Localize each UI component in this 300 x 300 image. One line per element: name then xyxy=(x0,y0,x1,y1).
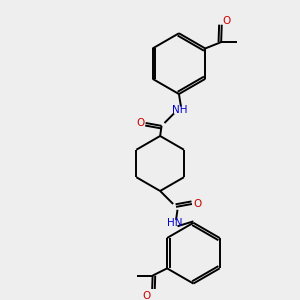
Text: O: O xyxy=(193,199,201,209)
Text: O: O xyxy=(143,291,151,300)
Text: HN: HN xyxy=(167,218,183,228)
Text: NH: NH xyxy=(172,105,188,115)
Text: O: O xyxy=(136,118,145,128)
Text: O: O xyxy=(223,16,231,26)
